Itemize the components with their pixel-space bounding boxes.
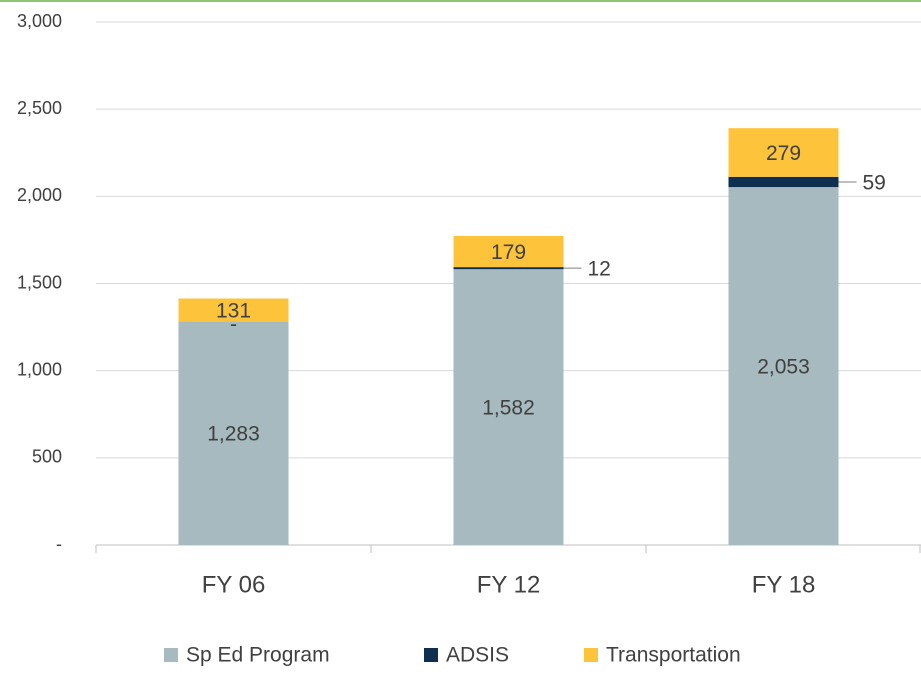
y-tick-label: 3,000	[17, 11, 62, 31]
data-label: 131	[216, 299, 251, 322]
y-tick-label: 1,000	[17, 359, 62, 379]
legend-swatch	[584, 648, 598, 662]
x-tick-label: FY 18	[752, 571, 816, 598]
bar-segment	[453, 267, 564, 270]
legend-swatch	[424, 648, 438, 662]
data-label: 2,053	[757, 356, 810, 379]
data-label: 1,582	[482, 397, 535, 420]
bar-segment	[728, 187, 839, 545]
bar-segment	[728, 176, 839, 188]
x-tick-label: FY 06	[202, 571, 266, 598]
y-tick-label: 2,000	[17, 185, 62, 205]
bar-segment	[178, 321, 289, 545]
y-tick-label: 500	[32, 447, 62, 467]
data-label: 12	[588, 258, 611, 281]
y-tick-label: 1,500	[17, 272, 62, 292]
bar-segment	[178, 298, 289, 322]
x-tick-label: FY 12	[477, 571, 541, 598]
bar-segment	[453, 269, 564, 545]
data-label: 1,283	[207, 423, 260, 446]
legend-swatch	[164, 648, 178, 662]
data-label: 179	[491, 241, 526, 264]
data-label: 279	[766, 142, 801, 165]
legend-label: ADSIS	[446, 644, 509, 667]
legend-label: Sp Ed Program	[186, 644, 330, 667]
bar-segment	[728, 128, 839, 177]
y-tick-label: -	[56, 534, 62, 554]
data-label: 59	[863, 171, 886, 194]
y-tick-label: 2,500	[17, 98, 62, 118]
bar-segment	[453, 235, 564, 268]
data-label: -	[230, 313, 237, 336]
legend-label: Transportation	[606, 644, 741, 667]
